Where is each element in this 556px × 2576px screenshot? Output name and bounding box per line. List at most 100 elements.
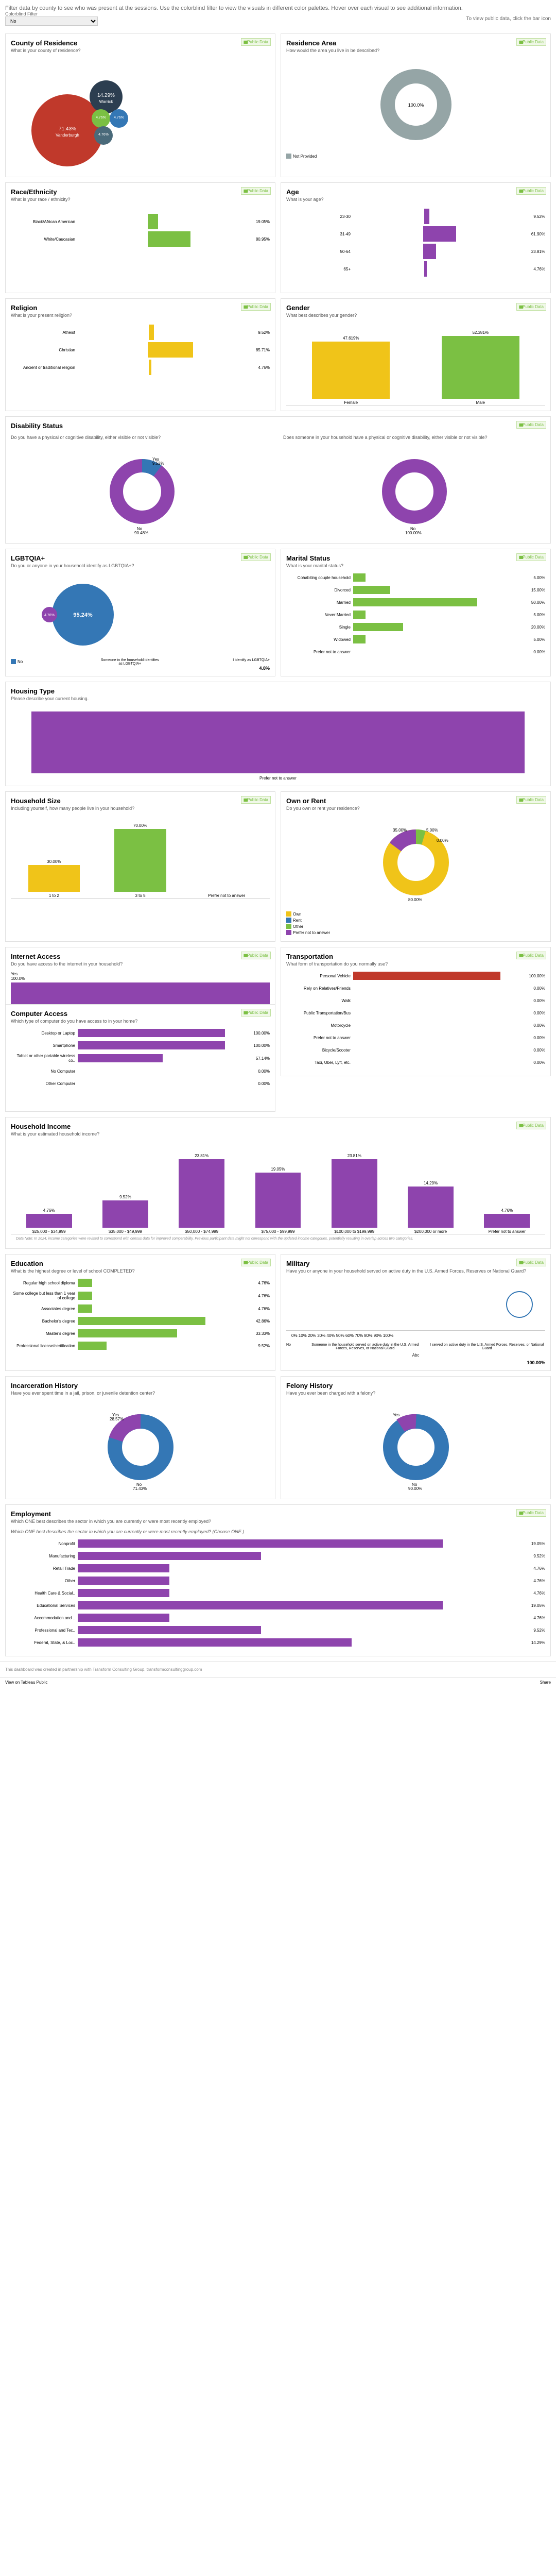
svg-text:4.76%: 4.76%: [44, 614, 55, 617]
race-panel: Public Data Race/Ethnicity What is your …: [5, 182, 275, 293]
bar-row: Walk 0.00%: [286, 996, 545, 1005]
race-subtitle: What is your race / ethnicity?: [11, 197, 270, 202]
public-badge[interactable]: Public Data: [516, 303, 546, 311]
religion-subtitle: What is your present religion?: [11, 313, 270, 318]
income-note: Data Note: In 2024, income categories we…: [11, 1234, 545, 1243]
lgbtqia-small: 4.8%: [11, 666, 270, 671]
computer-title: Computer Access: [11, 1010, 270, 1018]
bar-row: Master's degree 33.33%: [11, 1329, 270, 1337]
residence-donut: 100.0%: [375, 63, 457, 146]
felony-title: Felony History: [286, 1382, 545, 1389]
vbar-item: 19.05% $75,000 - $99,999: [240, 1167, 316, 1234]
bar-row: Other 4.76%: [11, 1577, 545, 1585]
svg-text:80.00%: 80.00%: [408, 897, 422, 902]
vbar-item: 47.619% Female: [286, 336, 416, 405]
residence-legend: Not Provided: [293, 154, 317, 159]
disability-title: Disability Status: [11, 422, 545, 430]
bar-row: Regular high school diploma 4.76%: [11, 1279, 270, 1287]
public-badge[interactable]: Public Data: [241, 38, 271, 46]
svg-text:28.57%: 28.57%: [110, 1417, 124, 1421]
disability-panel: Public Data Disability Status Do you hav…: [5, 416, 551, 544]
disability-self-sub: Do you have a physical or cognitive disa…: [11, 435, 273, 440]
housing-panel: Housing Type Please describe your curren…: [5, 682, 551, 786]
svg-text:71.43%: 71.43%: [133, 1486, 147, 1491]
svg-text:100.00%: 100.00%: [405, 531, 422, 535]
county-panel: Public Data County of Residence What is …: [5, 33, 275, 177]
military-value: 100.00%: [286, 1360, 545, 1365]
colorblind-filter[interactable]: No: [5, 16, 98, 26]
housing-title: Housing Type: [11, 687, 545, 695]
svg-text:Vanderburgh: Vanderburgh: [56, 133, 79, 138]
lgbtqia-chart: 95.24% 4.76%: [11, 573, 270, 656]
public-badge[interactable]: Public Data: [516, 796, 546, 804]
income-subtitle: What is your estimated household income?: [11, 1131, 545, 1137]
public-badge[interactable]: Public Data: [241, 187, 271, 195]
public-badge[interactable]: Public Data: [241, 303, 271, 311]
svg-text:100.0%: 100.0%: [408, 103, 424, 108]
gender-title: Gender: [286, 304, 545, 312]
public-badge[interactable]: Public Data: [516, 38, 546, 46]
housing-label: Prefer not to answer: [11, 776, 545, 781]
public-badge[interactable]: Public Data: [516, 1122, 546, 1129]
legend-no: No: [18, 659, 23, 664]
bar-row: Christian 85.71%: [11, 346, 270, 354]
bar-row: Smartphone 100.00%: [11, 1041, 270, 1049]
bar-row: Cohabiting couple household 5.00%: [286, 573, 545, 582]
share-button[interactable]: Share: [540, 1680, 551, 1685]
vbar-item: 23.81% $100,000 to $199,999: [316, 1154, 392, 1234]
vbar-item: 9.52% $35,000 - $49,999: [87, 1195, 163, 1234]
vbar-item: Prefer not to answer: [183, 891, 270, 898]
public-badge[interactable]: Public Data: [516, 421, 546, 429]
bar-row: No Computer 0.00%: [11, 1067, 270, 1075]
bar-row: Prefer not to answer 0.00%: [286, 648, 545, 656]
bar-row: 65+ 4.76%: [286, 265, 545, 273]
svg-text:5.00%: 5.00%: [426, 828, 438, 833]
tableau-link[interactable]: View on Tableau Public: [5, 1680, 47, 1685]
svg-text:9.52%: 9.52%: [152, 461, 164, 466]
housing-subtitle: Please describe your current housing.: [11, 696, 545, 701]
bar-row: Widowed 5.00%: [286, 635, 545, 643]
incarceration-title: Incarceration History: [11, 1382, 270, 1389]
svg-text:14.29%: 14.29%: [97, 93, 115, 98]
felony-panel: Felony History Have you ever been charge…: [281, 1376, 551, 1499]
employment-subtitle: Which ONE best describes the sector in w…: [11, 1519, 545, 1524]
vbar-item: 23.81% $50,000 - $74,999: [164, 1154, 240, 1234]
residence-title: Residence Area: [286, 39, 545, 47]
bar-row: Health Care & Social.. 4.76%: [11, 1589, 545, 1597]
bar-row: 31-49 61.90%: [286, 230, 545, 238]
incarceration-panel: Incarceration History Have you ever spen…: [5, 1376, 275, 1499]
military-legend-0: Someone in the household served on activ…: [307, 1343, 424, 1350]
ownrent-donut: 35.00% 5.00% 0.00% 80.00%: [364, 819, 467, 906]
svg-text:0.00%: 0.00%: [437, 838, 448, 843]
education-subtitle: What is the highest degree or level of s…: [11, 1268, 270, 1274]
hhsize-title: Household Size: [11, 797, 270, 805]
public-badge[interactable]: Public Data: [516, 1509, 546, 1517]
public-badge[interactable]: Public Data: [241, 796, 271, 804]
age-title: Age: [286, 188, 545, 196]
public-badge[interactable]: Public Data: [241, 952, 271, 959]
vbar-item: 4.76% Prefer not to answer: [469, 1208, 545, 1234]
public-badge[interactable]: Public Data: [516, 553, 546, 561]
svg-text:4.76%: 4.76%: [96, 116, 106, 120]
public-badge[interactable]: Public Data: [241, 553, 271, 561]
public-badge[interactable]: Public Data: [516, 952, 546, 959]
public-hint: To view public data, click the bar icon: [466, 16, 551, 22]
public-badge[interactable]: Public Data: [516, 187, 546, 195]
public-badge[interactable]: Public Data: [241, 1259, 271, 1266]
lgbtqia-subtitle: Do you or anyone in your household ident…: [11, 563, 270, 568]
bar-row: Nonprofit 19.05%: [11, 1539, 545, 1548]
bar-row: Some college but less than 1 year of col…: [11, 1291, 270, 1300]
age-panel: Public Data Age What is your age? 23-30 …: [281, 182, 551, 293]
public-badge[interactable]: Public Data: [516, 1259, 546, 1266]
disability-self-donut: Yes 9.52% No 90.48%: [101, 445, 183, 538]
bar-row: Other Computer 0.00%: [11, 1079, 270, 1088]
bar-row: Desktop or Laptop 100.00%: [11, 1029, 270, 1037]
svg-text:90.48%: 90.48%: [134, 531, 148, 535]
housing-bar: [31, 711, 525, 773]
vbar-item: 14.29% $200,000 or more: [392, 1181, 468, 1234]
svg-text:95.24%: 95.24%: [73, 612, 93, 618]
military-circle: [504, 1289, 535, 1320]
bar-row: Personal Vehicle 100.00%: [286, 972, 545, 980]
public-badge[interactable]: Public Data: [241, 1009, 271, 1016]
bar-row: Rely on Relatives/Friends 0.00%: [286, 984, 545, 992]
